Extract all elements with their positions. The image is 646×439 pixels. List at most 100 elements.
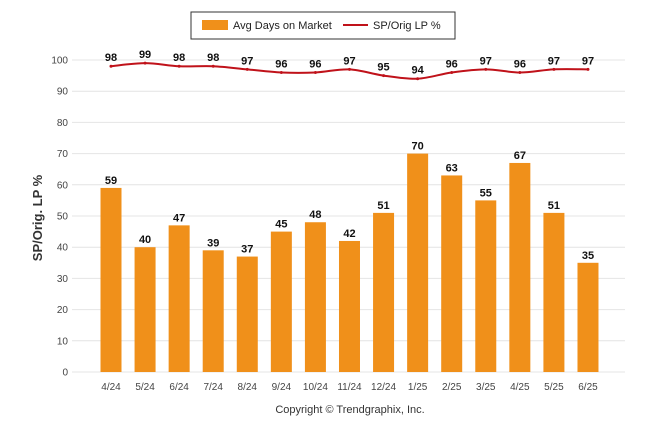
y-tick-label: 70: [57, 149, 69, 160]
line-data-label: 97: [582, 55, 594, 67]
line-data-label: 97: [241, 55, 253, 67]
line-point: [143, 61, 147, 65]
line-data-label: 96: [514, 58, 526, 70]
legend-swatch-days-on-market: [202, 20, 228, 30]
x-axis-ticks: 4/24 5/24 6/24 7/24 8/24 9/24 10/24 11/24 12/24 1…: [101, 382, 598, 393]
bar-data-label: 42: [343, 228, 355, 240]
bar-data-label: 48: [309, 209, 321, 221]
bar-data-label: 39: [207, 237, 219, 249]
bar-data-label: 59: [105, 175, 117, 187]
x-tick-label: 6/24: [169, 382, 189, 393]
y-tick-label: 10: [57, 336, 69, 347]
x-tick-label: 9/24: [272, 382, 292, 393]
bar-data-label: 40: [139, 234, 151, 246]
legend-label-days-on-market: Avg Days on Market: [233, 20, 332, 32]
line-series: [109, 61, 590, 81]
bar: [509, 162, 531, 372]
bar: [373, 212, 395, 372]
x-tick-label: 3/25: [476, 382, 496, 393]
line-data-label: 97: [480, 55, 492, 67]
bar: [475, 200, 497, 372]
bar-data-label: 45: [275, 219, 287, 231]
y-tick-label: 90: [57, 87, 69, 98]
line-point: [177, 64, 181, 68]
bar: [202, 250, 224, 372]
bar-data-labels: 59 40 47 39 37 45 48 42 51 70 63 55 67 51 35: [105, 141, 594, 262]
bar-data-label: 55: [480, 187, 492, 199]
bars: [100, 153, 599, 372]
line-data-label: 97: [548, 55, 560, 67]
y-axis-ticks: 0 10 20 30 40 50 60 70 80 90 100: [51, 56, 68, 379]
line-point: [416, 77, 420, 81]
line-data-label: 94: [412, 65, 425, 77]
bar: [543, 212, 565, 372]
bar: [168, 225, 190, 372]
bar: [441, 175, 463, 372]
bar: [338, 240, 360, 372]
line-data-label: 96: [446, 58, 458, 70]
line-data-label: 96: [275, 58, 287, 70]
x-tick-label: 12/24: [371, 382, 396, 393]
legend-label-sp-orig-lp: SP/Orig LP %: [373, 20, 441, 32]
y-tick-label: 20: [57, 305, 69, 316]
bar: [270, 231, 292, 372]
x-tick-label: 10/24: [303, 382, 328, 393]
bar-data-label: 51: [548, 200, 560, 212]
line-data-label: 98: [105, 52, 117, 64]
x-tick-label: 11/24: [337, 382, 362, 393]
bar: [304, 222, 326, 372]
line-point: [313, 70, 317, 74]
bar-data-label: 63: [446, 162, 458, 174]
x-tick-label: 7/24: [203, 382, 223, 393]
y-tick-label: 100: [51, 56, 68, 67]
line-point: [518, 70, 522, 74]
x-tick-label: 6/25: [578, 382, 598, 393]
x-tick-label: 2/25: [442, 382, 462, 393]
bar-data-label: 70: [412, 141, 424, 153]
bar: [236, 256, 258, 372]
copyright-text: Copyright © Trendgraphix, Inc.: [275, 404, 424, 416]
bar-data-label: 47: [173, 212, 185, 224]
y-tick-label: 80: [57, 118, 69, 129]
y-tick-label: 30: [57, 274, 69, 285]
line-point: [211, 64, 215, 68]
x-tick-label: 4/25: [510, 382, 530, 393]
bar: [100, 187, 122, 372]
bar: [134, 247, 156, 372]
line-data-labels: 98 99 98 98 97 96 96 97 95 94 96 97 96 97 97: [105, 49, 594, 77]
x-tick-label: 5/24: [135, 382, 155, 393]
x-tick-label: 8/24: [238, 382, 258, 393]
line-point: [279, 70, 283, 74]
line-data-label: 95: [377, 62, 389, 74]
x-tick-label: 4/24: [101, 382, 121, 393]
line-data-label: 98: [173, 52, 185, 64]
line-point: [450, 70, 454, 74]
line-data-label: 96: [309, 58, 321, 70]
x-tick-label: 5/25: [544, 382, 564, 393]
bar: [577, 262, 599, 372]
y-axis-title: SP/Orig. LP %: [30, 174, 45, 261]
line-point: [552, 67, 556, 71]
legend-box: [190, 11, 456, 40]
line-data-label: 97: [343, 55, 355, 67]
y-tick-label: 60: [57, 180, 69, 191]
y-tick-label: 0: [62, 368, 68, 379]
line-data-label: 99: [139, 49, 151, 61]
bar-data-label: 37: [241, 244, 253, 256]
x-tick-label: 1/25: [408, 382, 428, 393]
line-point: [382, 74, 386, 78]
line-point: [347, 67, 351, 71]
bar-data-label: 67: [514, 150, 526, 162]
bar-data-label: 51: [377, 200, 389, 212]
line-point: [245, 67, 249, 71]
line-point: [586, 67, 590, 71]
bar-data-label: 35: [582, 250, 594, 262]
bar: [407, 153, 429, 372]
y-tick-label: 50: [57, 212, 69, 223]
legend: Avg Days on Market SP/Orig LP %: [190, 11, 456, 40]
y-tick-label: 40: [57, 243, 69, 254]
line-point: [484, 67, 488, 71]
line-point: [109, 64, 113, 68]
